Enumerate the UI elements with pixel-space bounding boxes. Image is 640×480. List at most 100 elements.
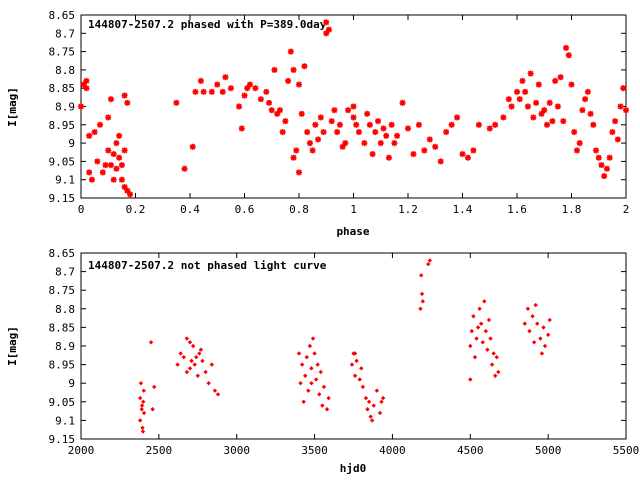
data-point xyxy=(312,121,319,128)
data-point xyxy=(369,151,376,158)
data-point xyxy=(315,362,320,367)
data-point-stroke xyxy=(465,154,471,161)
data-point xyxy=(477,306,482,311)
data-point xyxy=(492,121,499,128)
data-point-stroke xyxy=(105,114,112,121)
data-point xyxy=(366,121,373,128)
data-point xyxy=(478,321,484,326)
data-point xyxy=(246,81,253,88)
data-point-stroke xyxy=(612,118,618,124)
y-tick-label: 8.65 xyxy=(49,9,76,22)
data-point-stroke xyxy=(298,111,305,117)
data-point xyxy=(350,103,357,110)
data-point xyxy=(102,162,109,169)
data-point xyxy=(380,395,386,401)
data-point xyxy=(471,314,476,319)
data-point-stroke xyxy=(377,140,384,146)
data-point xyxy=(141,399,146,404)
data-point-stroke xyxy=(121,92,128,99)
data-point xyxy=(353,121,360,128)
data-point xyxy=(315,136,322,143)
data-point xyxy=(486,317,492,323)
y-tick-label: 8.9 xyxy=(55,101,75,114)
x-tick-label: 5500 xyxy=(613,444,640,457)
data-point xyxy=(148,340,154,345)
data-point xyxy=(296,169,302,176)
data-point xyxy=(538,336,543,341)
x-tick-label: 4500 xyxy=(457,444,484,457)
data-point xyxy=(298,381,303,386)
data-point-stroke xyxy=(470,147,477,154)
data-point xyxy=(587,110,594,117)
data-point-stroke xyxy=(530,114,537,121)
x-tick-label: 3000 xyxy=(223,444,250,457)
data-point-stroke xyxy=(568,81,575,88)
data-point-stroke xyxy=(563,45,569,51)
data-point xyxy=(197,351,202,356)
data-point xyxy=(415,121,422,128)
x-tick-label: 1.4 xyxy=(453,203,473,216)
data-point-stroke xyxy=(337,121,343,128)
x-tick-label: 0.6 xyxy=(235,203,255,216)
data-point-stroke xyxy=(527,70,534,77)
data-point-stroke xyxy=(454,114,460,121)
data-point-stroke xyxy=(91,129,98,135)
data-point-stroke xyxy=(557,74,564,81)
data-point-stroke xyxy=(459,151,466,157)
data-point xyxy=(107,96,114,103)
y-axis-label: I[mag] xyxy=(6,87,19,127)
data-point xyxy=(189,358,194,364)
data-point xyxy=(426,261,431,267)
data-point-stroke xyxy=(516,96,523,102)
y-tick-label: 8.95 xyxy=(49,359,76,372)
data-point xyxy=(88,176,95,183)
data-point xyxy=(110,176,117,183)
data-point-stroke xyxy=(601,173,608,179)
data-point xyxy=(541,107,548,114)
data-point-stroke xyxy=(443,129,449,135)
data-point xyxy=(121,92,128,99)
data-point xyxy=(617,103,624,110)
data-point xyxy=(208,88,215,95)
data-point xyxy=(469,328,475,334)
data-point xyxy=(268,107,275,114)
data-point-stroke xyxy=(192,89,199,95)
data-point-stroke xyxy=(364,111,370,117)
data-point-stroke xyxy=(312,121,319,128)
data-point-stroke xyxy=(200,89,207,95)
data-point xyxy=(293,147,300,154)
data-point xyxy=(301,63,308,70)
data-point-stroke xyxy=(506,96,512,102)
data-point-stroke xyxy=(342,140,349,146)
data-point xyxy=(525,306,531,311)
data-point-stroke xyxy=(97,121,103,128)
data-point-stroke xyxy=(282,118,289,124)
data-point xyxy=(285,77,292,84)
data-point xyxy=(491,351,496,356)
y-tick-label: 8.8 xyxy=(55,303,75,316)
data-point-stroke xyxy=(119,162,125,168)
data-point xyxy=(383,132,390,139)
data-point-stroke xyxy=(110,176,117,183)
data-point-stroke xyxy=(173,100,180,106)
data-point-stroke xyxy=(492,121,499,128)
data-point xyxy=(579,107,586,114)
x-tick-label: 1.2 xyxy=(398,203,418,216)
data-point xyxy=(107,162,114,169)
data-point xyxy=(475,121,482,128)
data-point-stroke xyxy=(78,103,84,110)
data-point xyxy=(366,399,372,404)
data-point xyxy=(181,354,186,360)
data-point xyxy=(334,129,341,136)
data-points xyxy=(137,258,552,434)
data-point xyxy=(198,347,204,352)
x-tick-label: 2000 xyxy=(68,444,95,457)
data-point xyxy=(304,129,311,136)
data-point xyxy=(124,99,131,106)
data-point xyxy=(296,351,302,356)
data-point-stroke xyxy=(315,136,321,143)
data-point xyxy=(565,52,572,59)
data-point xyxy=(552,77,559,84)
data-point xyxy=(271,66,278,73)
